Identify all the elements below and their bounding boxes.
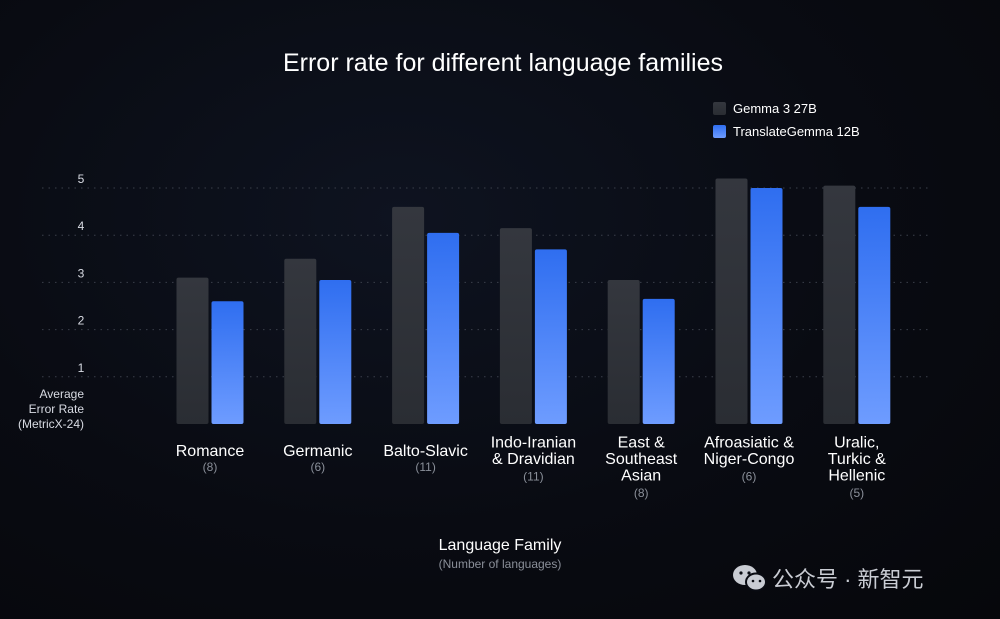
category-name: Afroasiatic & [704, 435, 794, 452]
legend-label-translategemma: TranslateGemma 12B [733, 124, 860, 139]
legend-swatch-gemma [713, 102, 726, 115]
bar-translategemma-12b [534, 249, 567, 424]
category-name: Romance [176, 443, 245, 460]
y-axis-label: Average Error Rate (MetricX-24) [18, 387, 84, 431]
category-label: Romance(8) [176, 443, 245, 474]
category-name: Uralic, [834, 435, 879, 452]
wechat-icon [733, 565, 767, 592]
y-axis-label-line-1: Average [40, 387, 85, 401]
y-axis-label-line-3: (MetricX-24) [18, 417, 84, 431]
category-name: Southeast [605, 451, 678, 468]
category-name: Hellenic [828, 468, 885, 485]
x-axis-sublabel: (Number of languages) [439, 557, 562, 571]
category-label: Germanic(6) [283, 443, 352, 474]
category-count: (11) [415, 460, 435, 474]
category-count: (6) [310, 460, 325, 474]
category-count: (8) [634, 486, 649, 500]
legend-item-translategemma: TranslateGemma 12B [713, 124, 860, 139]
category-name: Indo-Iranian [491, 435, 576, 452]
category-count: (11) [523, 470, 543, 484]
y-tick-label: 3 [78, 266, 85, 280]
bars [176, 178, 891, 424]
category-name: Balto-Slavic [383, 443, 467, 460]
category-label: Balto-Slavic(11) [383, 443, 467, 474]
category-label: Afroasiatic &Niger-Congo (6) [704, 435, 795, 484]
bar-gemma-3-27b [176, 277, 209, 424]
category-name: Niger-Congo [704, 451, 795, 468]
watermark-text: 公众号 · 新智元 [772, 567, 924, 592]
category-name: Germanic [283, 443, 352, 460]
watermark: 公众号 · 新智元 [733, 565, 924, 592]
bar-gemma-3-27b [284, 258, 317, 424]
category-name: East & [618, 435, 665, 452]
bar-gemma-3-27b [823, 185, 856, 424]
category-count: (5) [849, 486, 864, 500]
bar-translategemma-12b [319, 280, 352, 424]
legend-label-gemma: Gemma 3 27B [733, 101, 817, 116]
x-axis-categories: Romance(8)Germanic(6)Balto-Slavic(11)Ind… [176, 435, 886, 501]
bar-gemma-3-27b [715, 178, 748, 424]
bar-gemma-3-27b [499, 228, 532, 424]
x-axis-label: Language Family [439, 537, 562, 554]
category-count: (8) [203, 460, 218, 474]
category-count: (6) [742, 470, 757, 484]
bar-translategemma-12b [427, 232, 460, 424]
y-axis-ticks: 1 2 3 4 5 [78, 172, 85, 375]
legend-item-gemma: Gemma 3 27B [713, 101, 817, 116]
y-tick-label: 2 [78, 314, 85, 328]
y-tick-label: 4 [78, 219, 85, 233]
category-label: Uralic,Turkic &Hellenic(5) [828, 435, 886, 501]
bar-gemma-3-27b [392, 206, 425, 424]
bar-translategemma-12b [211, 301, 244, 424]
legend-swatch-translategemma [713, 125, 726, 138]
gridlines [42, 187, 930, 378]
category-name: & Dravidian [492, 451, 575, 468]
bar-gemma-3-27b [607, 280, 640, 424]
y-axis-label-line-2: Error Rate [29, 402, 85, 416]
bar-translategemma-12b [750, 188, 783, 424]
category-label: Indo-Iranian& Dravidian (11) [491, 435, 576, 484]
bar-translategemma-12b [858, 206, 891, 424]
legend: Gemma 3 27B TranslateGemma 12B [713, 101, 860, 139]
category-name: Turkic & [828, 451, 886, 468]
y-tick-label: 5 [78, 172, 85, 186]
y-tick-label: 1 [78, 361, 85, 375]
bar-translategemma-12b [642, 298, 675, 424]
chart-title: Error rate for different language famili… [283, 49, 723, 77]
category-name: Asian [621, 468, 661, 485]
